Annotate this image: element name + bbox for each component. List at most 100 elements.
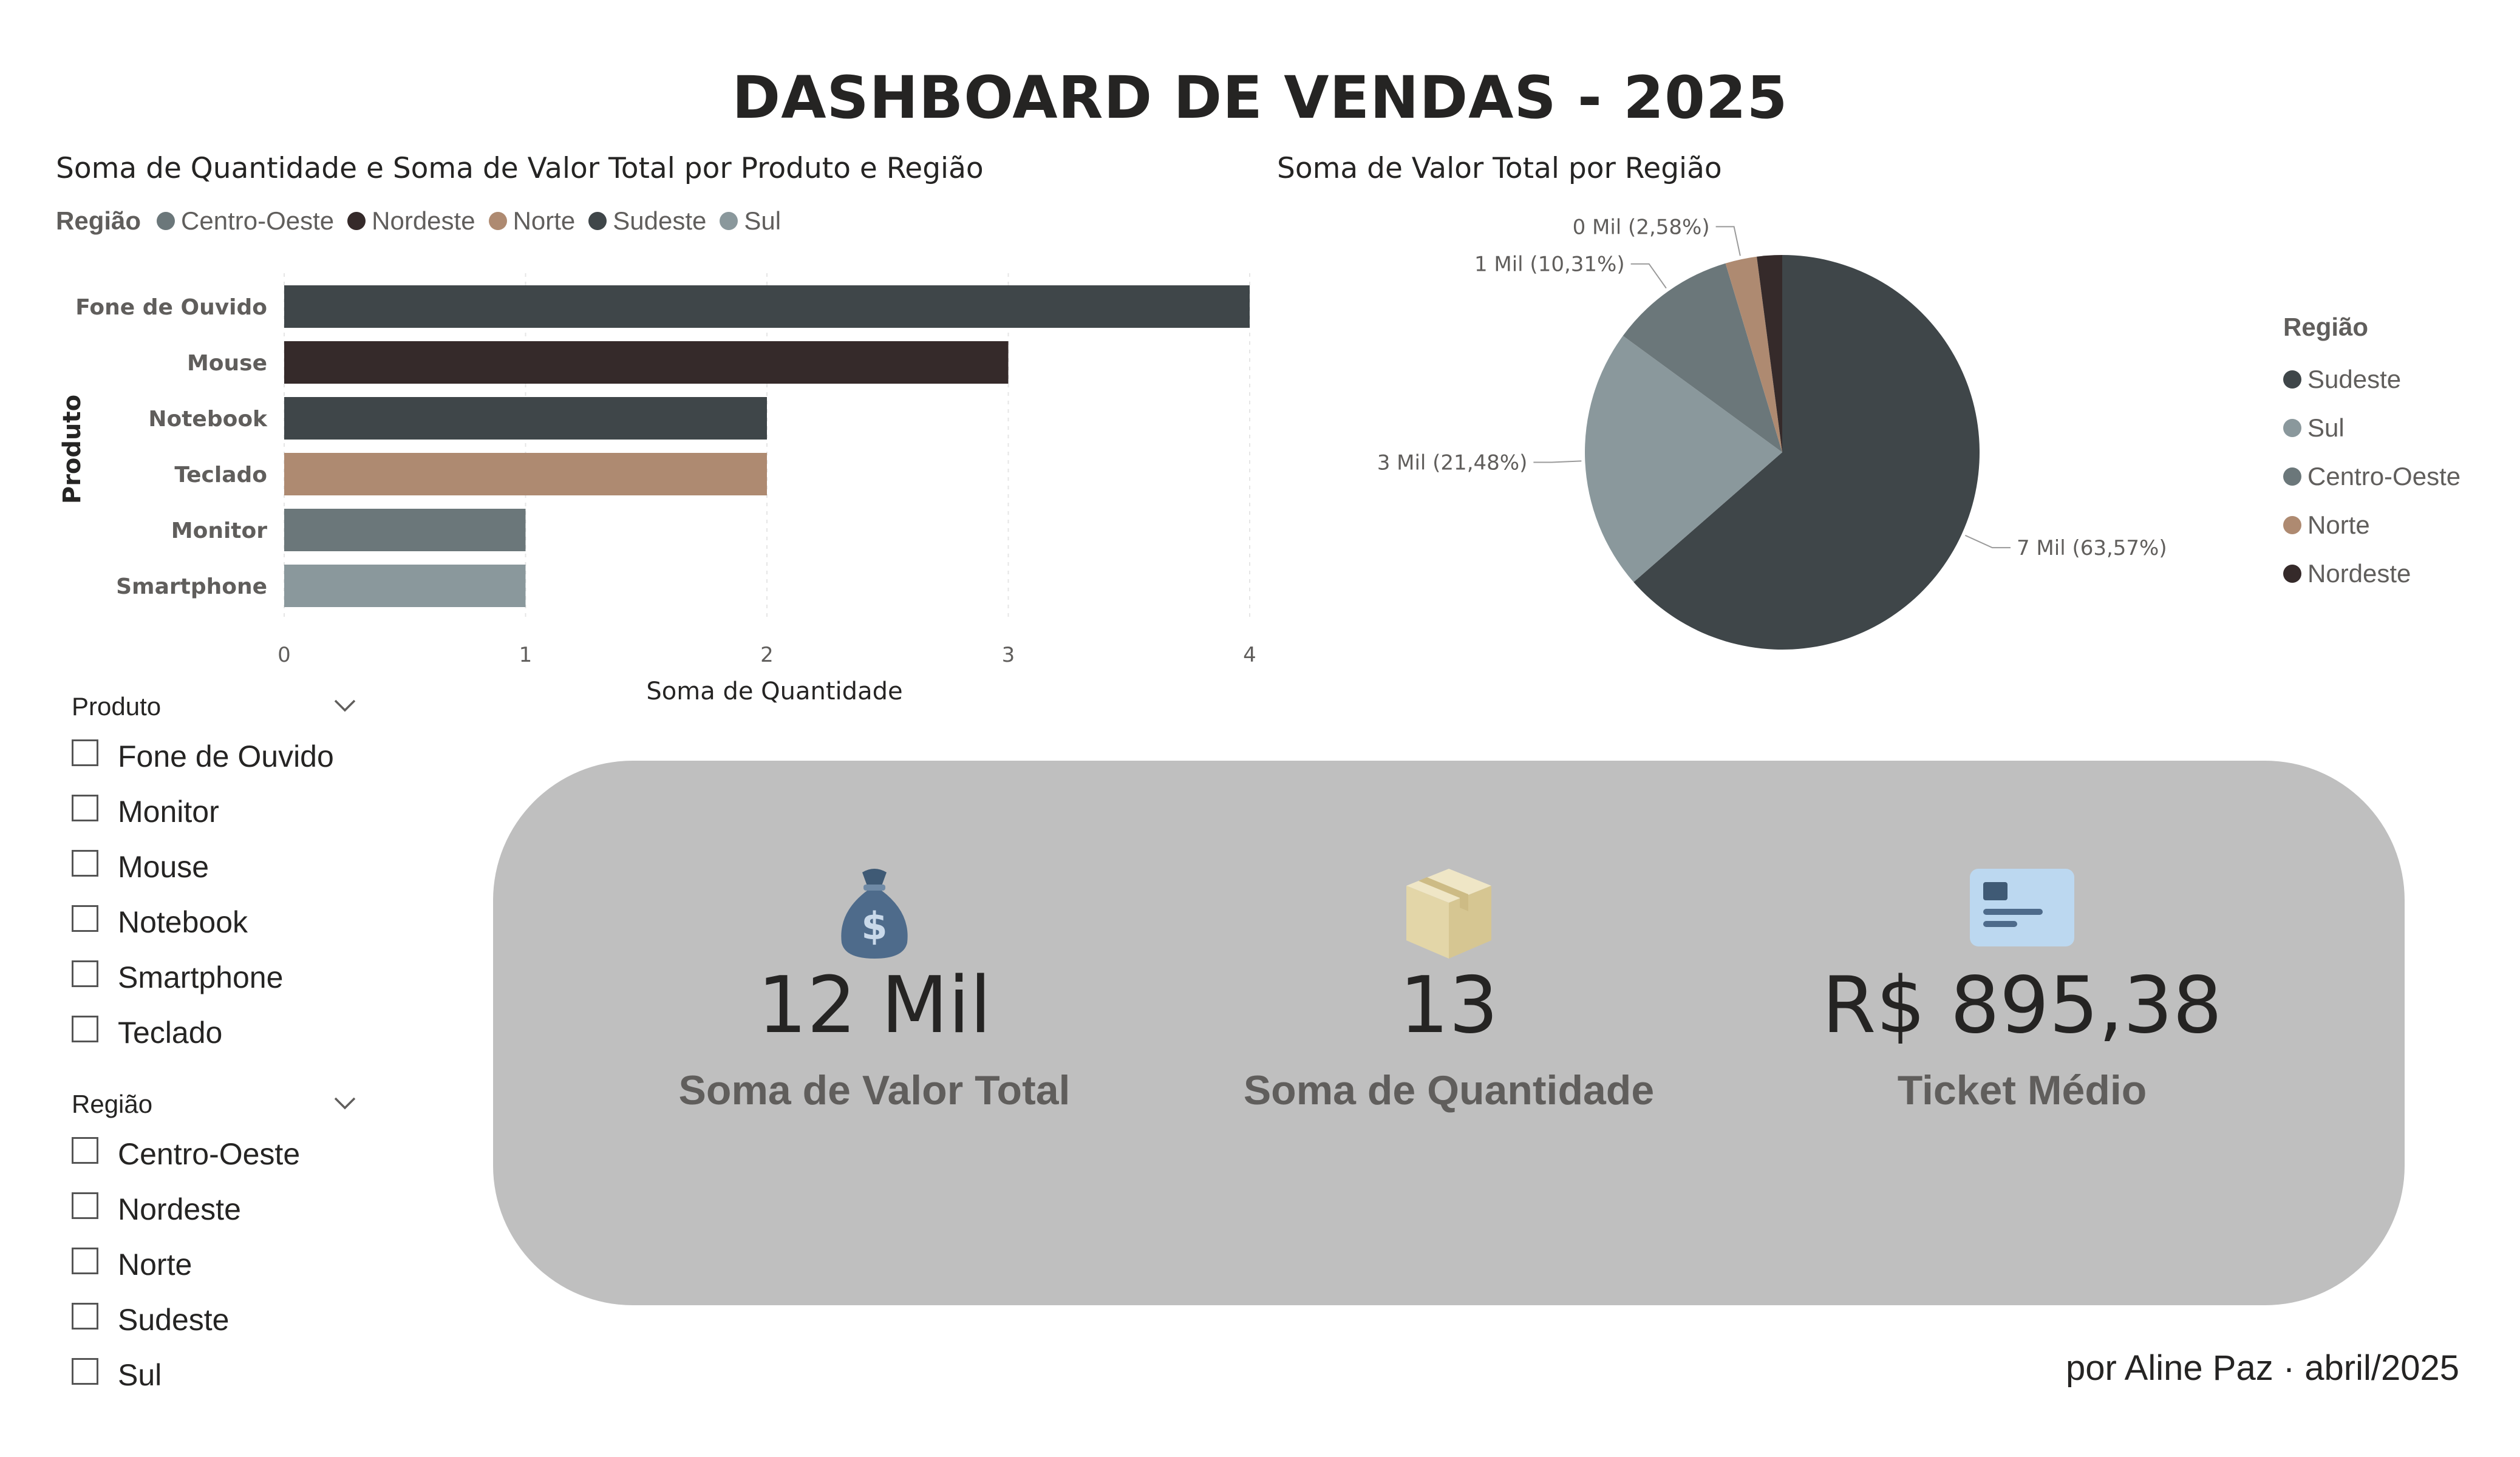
bar[interactable] <box>284 453 767 495</box>
bar-legend-label: Centro-Oeste <box>181 206 335 235</box>
kpi-value-valor-total: 12 Mil <box>757 960 992 1051</box>
kpi-label-valor-total: Soma de Valor Total <box>678 1067 1071 1113</box>
x-tick-label: 1 <box>519 643 533 667</box>
slicer-option-label: Norte <box>118 1247 192 1282</box>
slicer-option[interactable]: Mouse <box>72 839 357 894</box>
checkbox[interactable] <box>72 1302 98 1330</box>
y-category-label: Monitor <box>171 518 267 543</box>
money-bag-icon: $ <box>601 864 1148 967</box>
pie-legend-item[interactable]: Nordeste <box>2283 549 2460 598</box>
pie-legend-label: Centro-Oeste <box>2307 462 2461 491</box>
slicer-option-label: Smartphone <box>118 960 284 994</box>
pie-slice[interactable] <box>1623 263 1782 452</box>
bar-legend-item[interactable]: Nordeste <box>347 206 475 236</box>
slicer-option[interactable]: Sudeste <box>72 1292 357 1347</box>
slicer-regiao-title: Região <box>72 1090 153 1118</box>
pie-chart: 7 Mil (63,57%) 3 Mil (21,48%) 1 Mil (10,31… <box>1377 215 2167 650</box>
kpi-label-ticket-medio: Ticket Médio <box>1897 1067 2147 1113</box>
pie-legend-title: Região <box>2283 313 2369 341</box>
pie-legend-label: Sul <box>2307 413 2345 442</box>
slicer-option[interactable]: Teclado <box>72 1005 357 1060</box>
id-card-icon <box>1749 864 2295 967</box>
checkbox[interactable] <box>72 1136 98 1164</box>
slicer-option[interactable]: Monitor <box>72 784 357 839</box>
bar-legend-item[interactable]: Norte <box>488 206 575 236</box>
slicer-option[interactable]: Nordeste <box>72 1181 357 1237</box>
y-category-label: Notebook <box>148 407 268 432</box>
bar-legend-item[interactable]: Sul <box>720 206 781 236</box>
checkbox[interactable] <box>72 1015 98 1042</box>
kpi-value-ticket-medio: R$ 895,38 <box>1822 960 2222 1051</box>
checkbox[interactable] <box>72 794 98 821</box>
bar[interactable] <box>284 341 1009 384</box>
kpi-label-quantidade: Soma de Quantidade <box>1243 1067 1655 1113</box>
checkbox[interactable] <box>72 1247 98 1274</box>
pie-legend-label: Norte <box>2307 511 2370 539</box>
bar[interactable] <box>284 565 526 607</box>
chevron-down-icon[interactable] <box>333 692 357 721</box>
checkbox[interactable] <box>72 905 98 932</box>
x-axis-label: Soma de Quantidade <box>646 678 902 705</box>
legend-dot-icon <box>2283 467 2301 486</box>
kpi-panel: $ 12 Mil Soma de Valor Total 13 Soma de … <box>493 761 2405 1305</box>
pie-legend-item[interactable]: Sudeste <box>2283 355 2460 404</box>
pie-legend-item[interactable]: Centro-Oeste <box>2283 452 2460 501</box>
dashboard-title: DASHBOARD DE VENDAS - 2025 <box>732 64 1788 132</box>
x-tick-label: 2 <box>760 643 774 667</box>
bar-legend-label: Nordeste <box>372 206 475 235</box>
slicer-option[interactable]: Smartphone <box>72 949 357 1005</box>
bar-chart-title: Soma de Quantidade e Soma de Valor Total… <box>56 152 984 185</box>
slicer-option[interactable]: Norte <box>72 1237 357 1292</box>
checkbox[interactable] <box>72 960 98 987</box>
pie-slice[interactable] <box>1757 255 1782 452</box>
pie-leader-line <box>1630 263 1667 289</box>
pie-legend-item[interactable]: Sul <box>2283 404 2460 452</box>
slicer-produto-title: Produto <box>72 692 162 721</box>
pie-slice[interactable] <box>1633 255 1980 650</box>
bar[interactable] <box>284 509 526 551</box>
pie-leader-line <box>1715 226 1741 256</box>
chevron-down-icon[interactable] <box>333 1090 357 1119</box>
slicer-option-label: Teclado <box>118 1015 223 1050</box>
slicer-option-label: Centro-Oeste <box>118 1136 301 1171</box>
pie-slice[interactable] <box>1725 256 1782 452</box>
pie-legend-item[interactable]: Norte <box>2283 501 2460 549</box>
pie-legend-label: Sudeste <box>2307 365 2402 393</box>
kpi-value-quantidade: 13 <box>1399 960 1499 1051</box>
slicer-option[interactable]: Sul <box>72 1347 357 1402</box>
pie-data-label: 1 Mil (10,31%) <box>1474 253 1625 277</box>
slicer-option[interactable]: Fone de Ouvido <box>72 728 357 784</box>
legend-dot-icon <box>588 212 607 230</box>
y-category-label: Mouse <box>187 351 267 376</box>
bar[interactable] <box>284 397 767 440</box>
bar[interactable] <box>284 285 1250 328</box>
y-category-label: Smartphone <box>116 574 267 599</box>
legend-dot-icon <box>2283 516 2301 534</box>
pie-slice[interactable] <box>1585 336 1782 582</box>
slicer-option-label: Fone de Ouvido <box>118 739 334 773</box>
slicer-option[interactable]: Notebook <box>72 894 357 949</box>
bar-legend-title: Região <box>56 206 141 235</box>
y-category-label: Teclado <box>174 463 267 487</box>
kpi-card-quantidade: 13 Soma de Quantidade <box>1176 864 1722 1114</box>
checkbox[interactable] <box>72 1192 98 1219</box>
slicer-produto: Produto Fone de Ouvido Monitor Mouse Notebo… <box>72 692 357 1060</box>
legend-dot-icon <box>2283 419 2301 437</box>
checkbox[interactable] <box>72 1357 98 1385</box>
checkbox[interactable] <box>72 739 98 766</box>
x-tick-label: 0 <box>278 643 291 667</box>
pie-leader-line <box>1533 460 1582 463</box>
legend-dot-icon <box>347 212 366 230</box>
package-box-icon <box>1176 864 1722 967</box>
svg-text:$: $ <box>861 904 887 948</box>
pie-data-label: 7 Mil (63,57%) <box>2017 536 2167 560</box>
pie-legend-label: Nordeste <box>2307 559 2411 588</box>
bar-legend-item[interactable]: Centro-Oeste <box>157 206 334 236</box>
y-category-label: Fone de Ouvido <box>75 295 267 320</box>
slicer-option[interactable]: Centro-Oeste <box>72 1126 357 1181</box>
x-tick-label: 3 <box>1002 643 1015 667</box>
legend-dot-icon <box>488 212 507 230</box>
x-tick-label: 4 <box>1243 643 1256 667</box>
checkbox[interactable] <box>72 849 98 877</box>
bar-legend-item[interactable]: Sudeste <box>588 206 706 236</box>
